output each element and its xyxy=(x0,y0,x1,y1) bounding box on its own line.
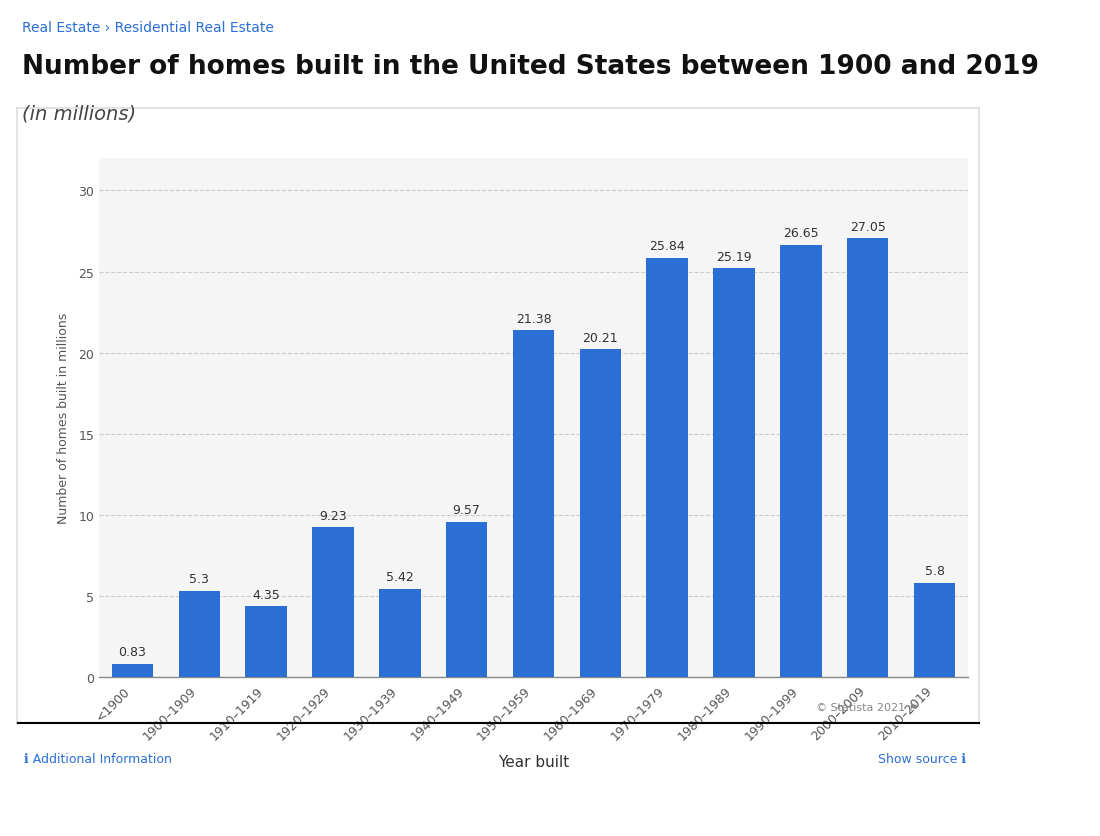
Bar xyxy=(178,591,220,677)
Text: 20.21: 20.21 xyxy=(583,331,618,344)
Text: Number of homes built in the United States between 1900 and 2019: Number of homes built in the United Stat… xyxy=(22,54,1040,80)
Text: Show source ℹ: Show source ℹ xyxy=(878,752,966,765)
Bar xyxy=(580,349,622,677)
Text: © Statista 2021 ⚑: © Statista 2021 ⚑ xyxy=(816,702,918,712)
Bar xyxy=(112,664,153,677)
Bar xyxy=(379,589,420,677)
Bar xyxy=(647,258,688,677)
Text: 5.42: 5.42 xyxy=(386,571,414,584)
Bar xyxy=(713,269,755,677)
Text: 5.3: 5.3 xyxy=(189,573,209,586)
X-axis label: Year built: Year built xyxy=(498,754,569,769)
Text: ℹ Additional Information: ℹ Additional Information xyxy=(24,752,172,765)
Y-axis label: Number of homes built in millions: Number of homes built in millions xyxy=(57,313,70,523)
Bar xyxy=(914,584,955,677)
Bar xyxy=(847,239,889,677)
Text: 0.83: 0.83 xyxy=(119,645,146,658)
Text: 9.57: 9.57 xyxy=(453,503,481,517)
Bar xyxy=(446,522,487,677)
Bar xyxy=(780,246,822,677)
Text: (in millions): (in millions) xyxy=(22,104,136,124)
Text: 9.23: 9.23 xyxy=(319,509,346,522)
Bar xyxy=(245,607,287,677)
Text: 5.8: 5.8 xyxy=(925,564,945,578)
Bar xyxy=(513,331,554,677)
Text: 27.05: 27.05 xyxy=(850,221,886,233)
Text: 21.38: 21.38 xyxy=(516,312,551,325)
Text: Real Estate › Residential Real Estate: Real Estate › Residential Real Estate xyxy=(22,21,274,35)
Text: 25.84: 25.84 xyxy=(649,240,685,253)
Text: 25.19: 25.19 xyxy=(716,251,752,263)
Bar xyxy=(312,528,354,677)
Text: 26.65: 26.65 xyxy=(783,227,818,240)
Text: 4.35: 4.35 xyxy=(252,588,280,601)
